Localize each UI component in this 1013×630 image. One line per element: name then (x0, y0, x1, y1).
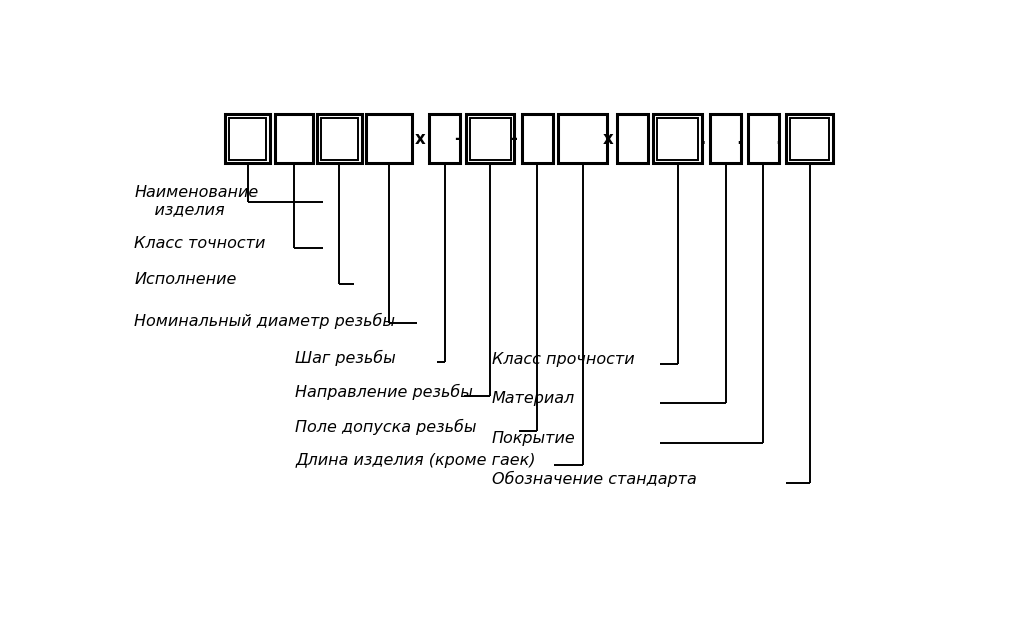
Bar (466, 115, 515, 163)
Text: Номинальный диаметр резьбы: Номинальный диаметр резьбы (135, 313, 395, 329)
Text: -: - (455, 130, 461, 147)
Text: Шаг резьбы: Шаг резьбы (296, 350, 396, 366)
Text: Наименование
    изделия: Наименование изделия (135, 185, 258, 217)
Bar (229, 118, 266, 159)
Text: Длина изделия (кроме гаек): Длина изделия (кроме гаек) (296, 453, 536, 468)
Text: .: . (736, 130, 743, 147)
Bar (317, 115, 363, 163)
Bar (428, 115, 460, 163)
Text: .: . (699, 130, 705, 147)
Bar (522, 115, 553, 163)
Text: Поле допуска резьбы: Поле допуска резьбы (296, 418, 477, 435)
Text: .: . (775, 130, 781, 147)
Bar (657, 118, 698, 159)
Bar (225, 115, 270, 163)
Bar (470, 118, 511, 159)
Text: Направление резьбы: Направление резьбы (296, 384, 473, 400)
Bar (748, 115, 779, 163)
Bar (558, 115, 607, 163)
Text: х: х (603, 130, 613, 147)
Bar (320, 118, 359, 159)
Text: Исполнение: Исполнение (135, 272, 237, 287)
Bar (710, 115, 742, 163)
Bar (275, 115, 313, 163)
Bar (617, 115, 648, 163)
Text: Класс прочности: Класс прочности (491, 352, 634, 367)
Text: х: х (415, 130, 425, 147)
Bar (786, 115, 833, 163)
Text: -: - (511, 130, 517, 147)
Text: Обозначение стандарта: Обозначение стандарта (491, 471, 696, 487)
Bar (790, 118, 830, 159)
Text: Материал: Материал (491, 391, 575, 406)
Bar (366, 115, 411, 163)
Text: Покрытие: Покрытие (491, 431, 575, 445)
Text: Класс точности: Класс точности (135, 236, 265, 251)
Bar (653, 115, 702, 163)
